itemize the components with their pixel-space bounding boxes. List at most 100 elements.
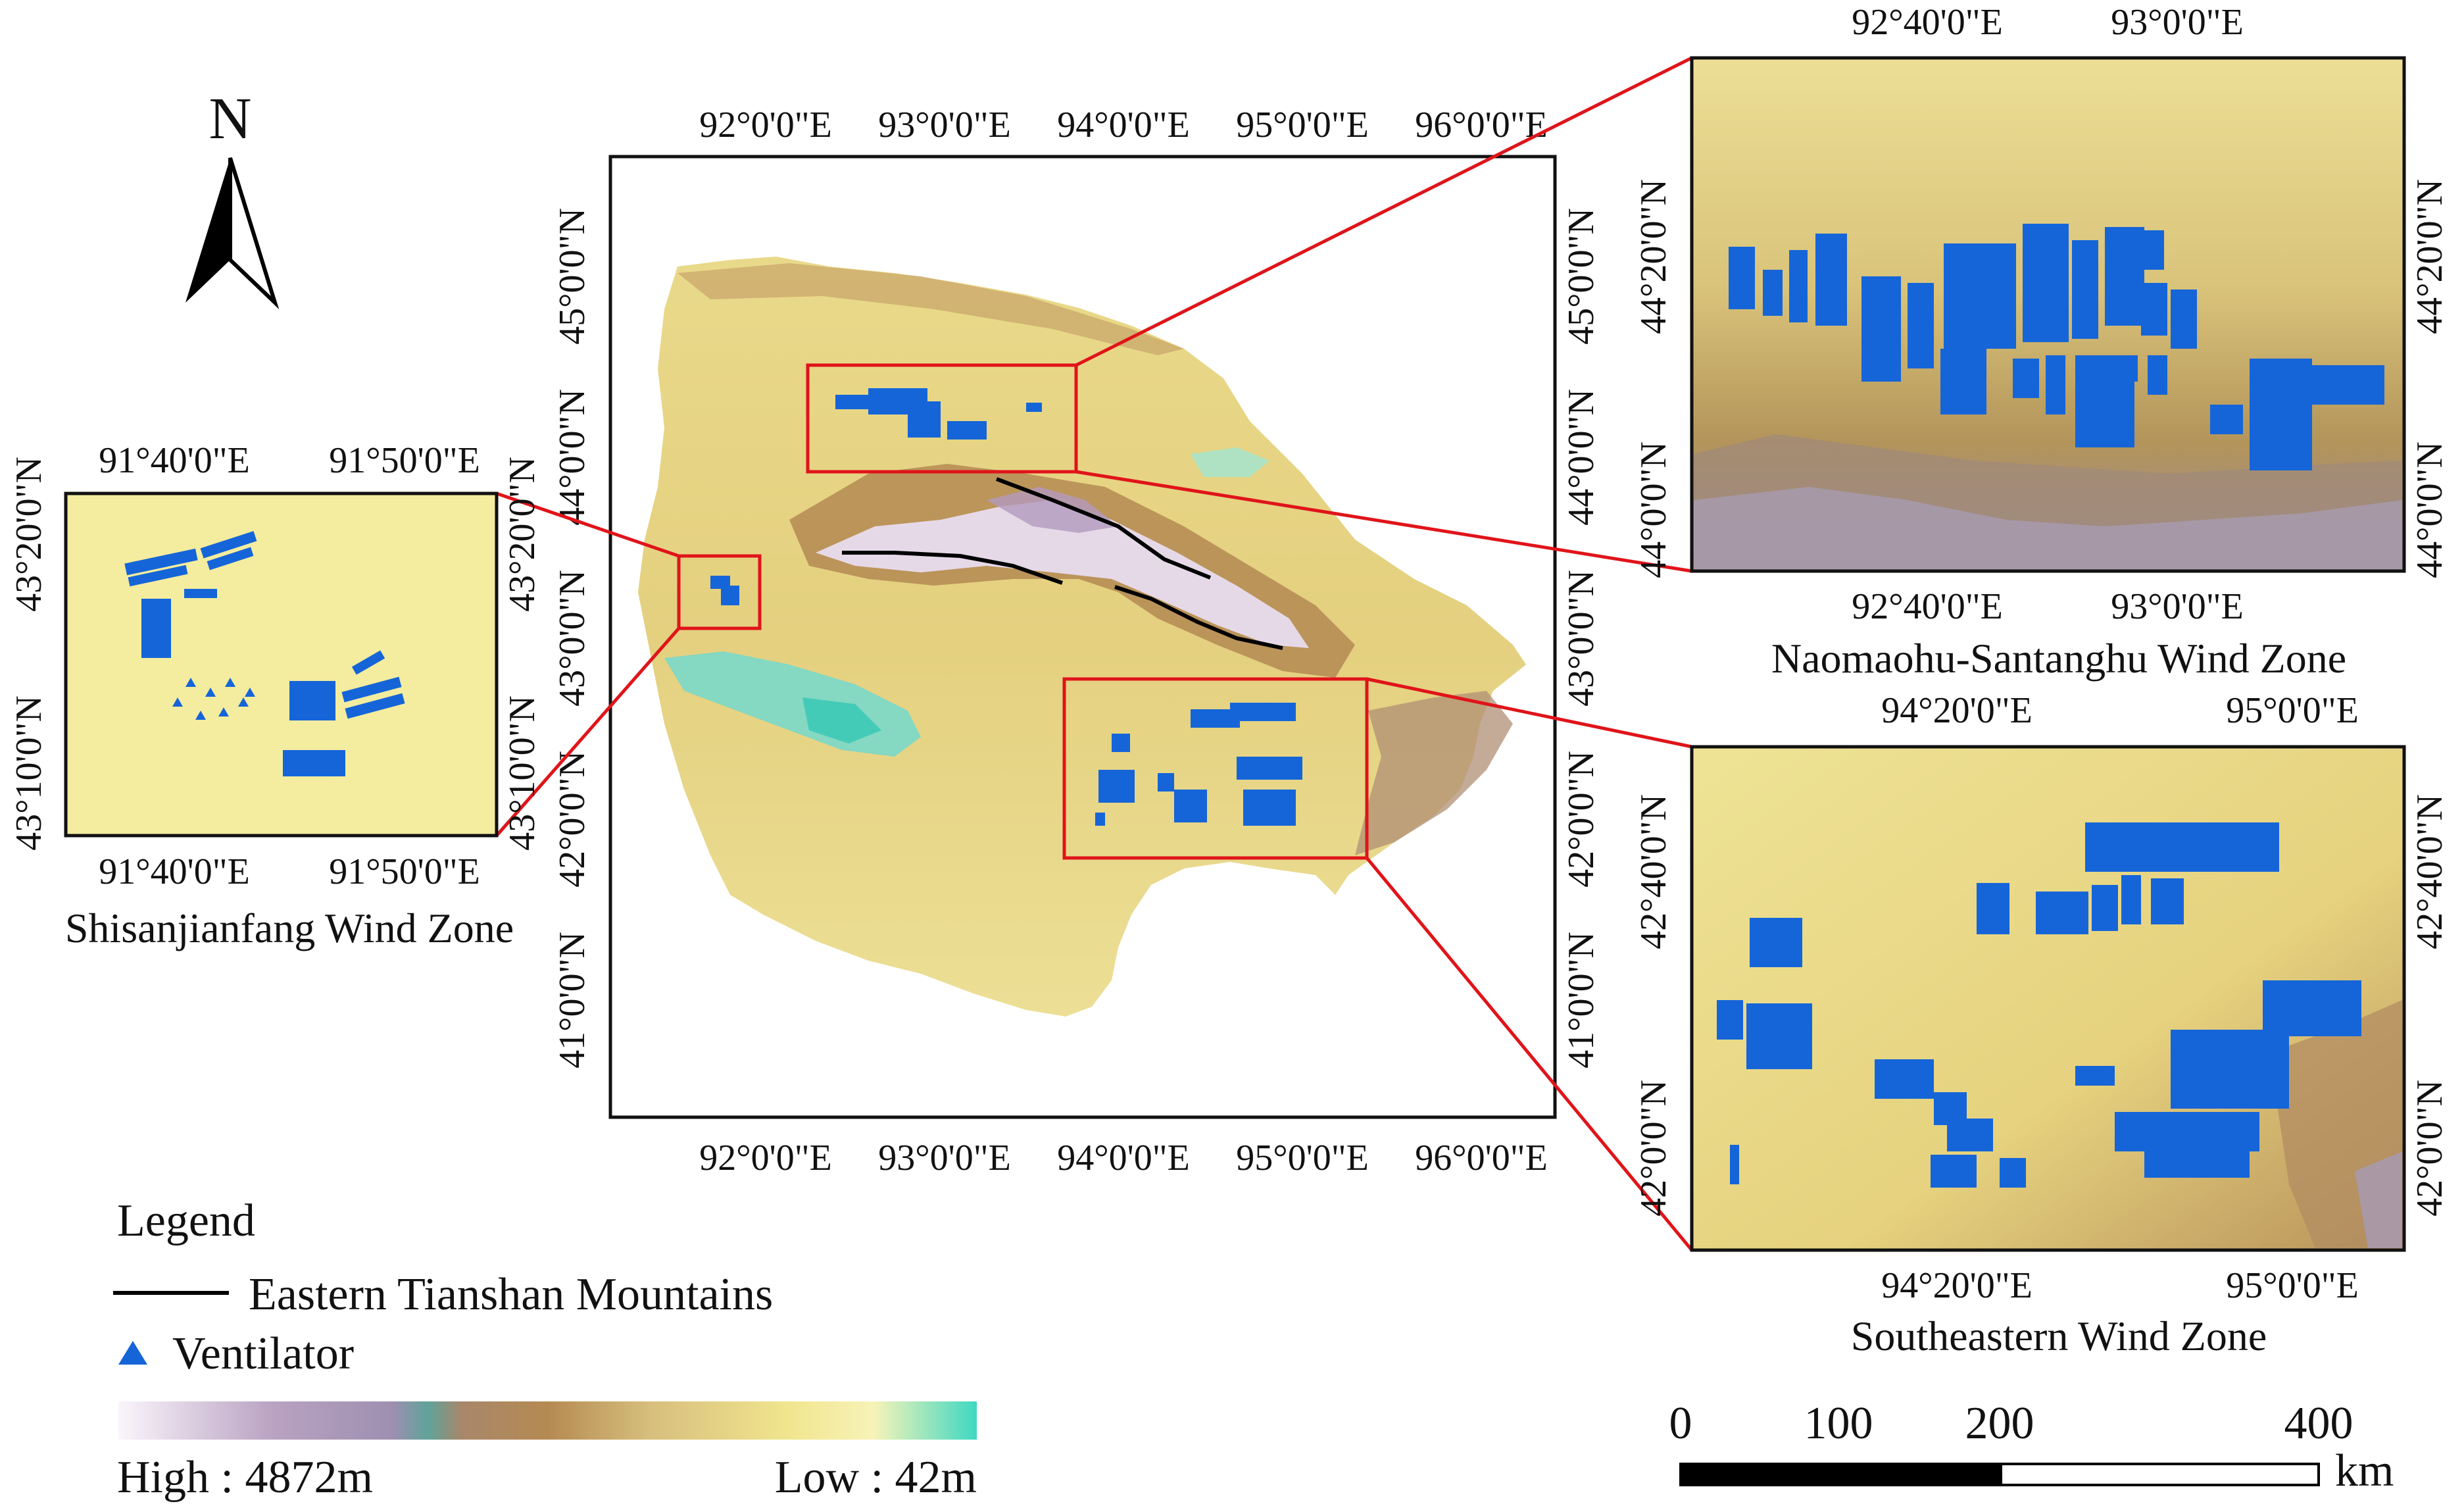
main-top-tick: 94°0'0"E — [1057, 105, 1190, 145]
main-right-tick: 43°0'0"N — [1561, 570, 1602, 707]
southeastern-top-tick: 94°20'0"E — [1881, 690, 2033, 731]
shisanjianfang-title: Shisanjianfang Wind Zone — [65, 905, 514, 951]
ventilator-block — [141, 599, 171, 658]
shisan-left-tick: 43°20'0"N — [9, 457, 49, 612]
ventilator-block — [2312, 365, 2384, 405]
main-right-tick: 41°0'0"N — [1561, 932, 1602, 1069]
naomaohu-left-tick: 44°0'0"N — [1633, 441, 1674, 578]
shisan-right-tick: 43°20'0"N — [502, 457, 543, 612]
main-top-tick: 93°0'0"E — [878, 105, 1011, 145]
inset-connectors — [495, 56, 1693, 1251]
main-bottom-tick: 95°0'0"E — [1236, 1138, 1369, 1178]
ventilator-cluster — [1158, 773, 1174, 792]
ventilator-row — [207, 547, 254, 570]
main-map-right-ticks: 45°0'0"N 44°0'0"N 43°0'0"N 42°0'0"N 41°0… — [1561, 208, 1602, 1069]
scale-bar-black-segment — [1679, 1463, 2002, 1486]
main-map-teal-spot — [1191, 447, 1269, 477]
scale-label: 200 — [1965, 1398, 2034, 1449]
ventilator-block — [2013, 359, 2039, 398]
legend-ventilator-label: Ventilator — [172, 1328, 354, 1379]
scale-label: 0 — [1669, 1398, 1692, 1449]
ventilator-block — [1729, 247, 1755, 309]
connector-line — [495, 627, 680, 837]
inset-naomaohu — [1690, 56, 2406, 573]
naomaohu-bottom-tick: 93°0'0"E — [2111, 586, 2244, 627]
main-map-mountain-crest — [816, 500, 1309, 648]
main-right-tick: 45°0'0"N — [1561, 208, 1602, 345]
ventilator-row — [351, 650, 385, 675]
ventilator-block — [1717, 1000, 1743, 1040]
ventilator-cluster — [721, 586, 739, 605]
ventilator-block — [2263, 980, 2361, 1036]
ventilator-block — [2148, 355, 2167, 395]
main-top-tick: 92°0'0"E — [699, 105, 832, 145]
ventilator-block — [2125, 355, 2138, 382]
mountain-line — [995, 477, 1212, 580]
naomaohu-right-tick: 44°20'0"N — [2409, 179, 2450, 334]
southeastern-inset-outline — [1062, 677, 1369, 860]
ventilator-row — [341, 676, 402, 703]
main-map-ventilators — [710, 388, 1302, 826]
main-map-southeast-slope — [1355, 691, 1513, 855]
ventilator-block — [1940, 349, 1986, 415]
southeastern-top-tick: 95°0'0"E — [2226, 690, 2359, 731]
shisan-top-tick: 91°40'0"E — [99, 440, 250, 481]
main-bottom-tick: 96°0'0"E — [1415, 1138, 1548, 1178]
main-right-tick: 44°0'0"N — [1561, 389, 1602, 526]
main-left-tick: 44°0'0"N — [552, 389, 593, 526]
connector-line — [1366, 857, 1693, 1251]
naomaohu-title: Naomaohu-Santanghu Wind Zone — [1771, 635, 2346, 682]
main-map — [608, 155, 1557, 1119]
north-arrow-right-icon — [228, 157, 280, 310]
naomaohu-top-tick: 92°40'0"E — [1852, 2, 2003, 43]
naomaohu-top-tick: 93°0'0"E — [2111, 2, 2244, 43]
shisan-bottom-tick: 91°40'0"E — [99, 851, 250, 892]
shisan-right-tick: 43°10'0"N — [502, 695, 543, 851]
ventilator-icon — [195, 711, 206, 720]
southeastern-bottom-tick: 95°0'0"E — [2226, 1265, 2359, 1306]
main-map-terrain — [638, 257, 1526, 1017]
ventilator-block — [1947, 1119, 1993, 1151]
main-top-tick: 96°0'0"E — [1415, 105, 1548, 145]
ventilator-cluster — [1112, 734, 1130, 752]
southeastern-bottom-tick: 94°20'0"E — [1881, 1265, 2033, 1306]
ventilator-icon — [238, 697, 249, 707]
ventilator-block — [2131, 230, 2164, 270]
main-map-peak-shade — [987, 487, 1118, 533]
legend: Legend Eastern Tianshan Mountains Ventil… — [113, 1195, 977, 1503]
main-map-left-ticks: 45°0'0"N 44°0'0"N 43°0'0"N 42°0'0"N 41°0… — [552, 208, 593, 1069]
southeastern-left-tick: 42°40'0"N — [1633, 794, 1674, 949]
scale-unit: km — [2335, 1446, 2394, 1496]
ventilator-block — [1750, 918, 1802, 967]
ventilator-block — [1789, 250, 1808, 322]
ventilator-icon — [118, 1341, 147, 1365]
ventilator-icon — [172, 697, 183, 707]
ventilator-cluster — [1174, 790, 1207, 822]
ventilator-icon — [225, 678, 235, 687]
ventilator-block — [2023, 224, 2069, 342]
ventilator-block — [2151, 878, 2184, 924]
ventilator-block — [2171, 1030, 2289, 1109]
inset-southeastern — [1690, 745, 2406, 1252]
southeastern-right-tick: 42°0'0"N — [2409, 1080, 2450, 1217]
main-map-bottom-ticks: 92°0'0"E 93°0'0"E 94°0'0"E 95°0'0"E 96°0… — [699, 1138, 1548, 1178]
main-left-tick: 43°0'0"N — [552, 570, 593, 707]
ventilator-block — [2000, 1158, 2026, 1188]
southeastern-purple-corner — [2355, 1151, 2402, 1248]
ventilator-block — [2072, 240, 2098, 339]
legend-high-label: High : 4872m — [117, 1452, 373, 1503]
shisanjianfang-terrain — [68, 495, 495, 834]
scale-label: 400 — [2284, 1398, 2353, 1449]
southeastern-left-tick: 42°0'0"N — [1633, 1080, 1674, 1217]
shisanjianfang-ventilators — [124, 531, 405, 776]
ventilator-icon — [218, 707, 229, 717]
ventilator-block — [2250, 359, 2312, 470]
ventilator-block — [1746, 1003, 1812, 1069]
ventilator-cluster — [1243, 790, 1296, 826]
ventilator-block — [1730, 1145, 1739, 1184]
shisan-bottom-tick: 91°50'0"E — [329, 851, 480, 892]
ventilator-block — [1944, 243, 2016, 349]
ventilator-block — [1815, 234, 1847, 326]
north-arrow: N — [185, 86, 280, 310]
